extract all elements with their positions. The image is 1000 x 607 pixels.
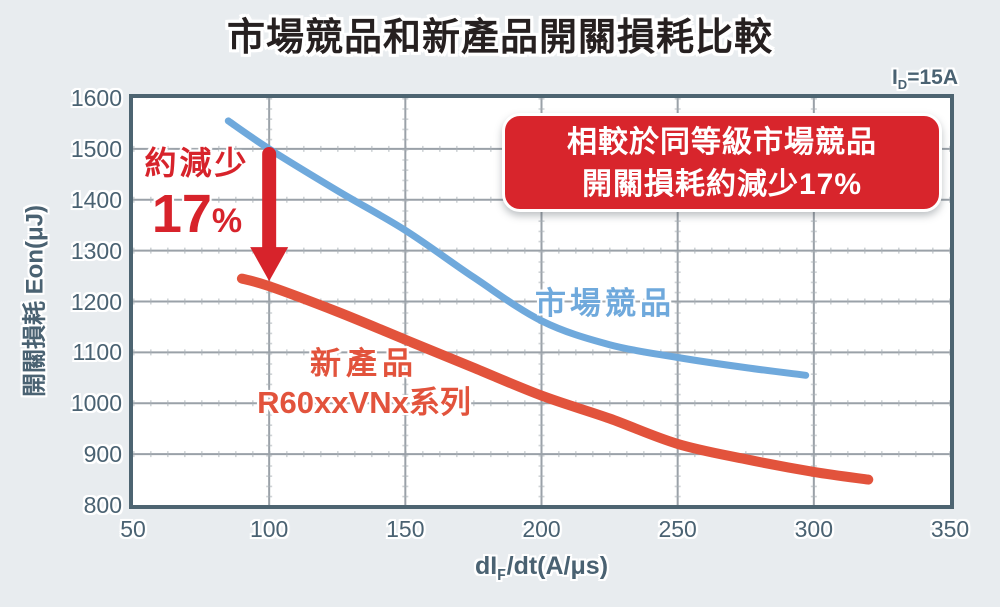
chart-title: 市場競品和新產品開關損耗比較: [226, 17, 773, 59]
reduction-annotation: 約減少 17%: [132, 138, 262, 249]
reduction-percent-sign: %: [211, 202, 243, 240]
callout-badge-line2: 開關損耗約減少17%: [581, 168, 863, 201]
x-tick-label-50: 50: [120, 516, 146, 542]
reduction-annotation-value: 17%: [132, 186, 262, 249]
y-tick-label-1300: 1300: [70, 237, 122, 264]
x-tick-label-300: 300: [794, 516, 834, 542]
y-tick-label-1400: 1400: [70, 186, 122, 213]
series-label-new-product-line1: 新產品: [310, 346, 418, 381]
x-title-prefix: dI: [474, 552, 498, 580]
reduction-arrow-head: [250, 247, 289, 282]
x-tick-label-250: 250: [658, 516, 697, 542]
y-tick-label-800: 800: [83, 492, 122, 518]
series-label-new-product: 新產品 R60xxVNx系列: [234, 344, 494, 422]
callout-badge: 相較於同等級市場競品 開關損耗約減少17%: [502, 113, 942, 212]
competitor-curve: [224, 117, 810, 379]
test-condition-label: ID=15A: [892, 66, 958, 92]
x-tick-label-150: 150: [386, 516, 425, 542]
new-product-curve: [236, 273, 874, 485]
x-title-subscript: F: [497, 567, 507, 584]
condition-prefix: I: [891, 66, 898, 89]
condition-subscript: D: [897, 77, 908, 93]
y-tick-label-1600: 1600: [70, 85, 122, 111]
y-tick-label-1000: 1000: [70, 390, 122, 417]
condition-suffix: =15A: [907, 66, 958, 89]
series-label-new-product-line2: R60xxVNx系列: [257, 385, 471, 420]
reduction-annotation-text: 約減少: [144, 145, 250, 181]
reduction-number: 17: [151, 184, 212, 244]
y-tick-label-1100: 1100: [72, 339, 122, 366]
x-tick-label-350: 350: [930, 516, 970, 542]
x-tick-label-100: 100: [249, 516, 289, 542]
x-title-suffix: /dt(A/μs): [506, 552, 609, 580]
series-label-competitor: 市場競品: [535, 286, 675, 321]
y-tick-label-1200: 1200: [70, 288, 122, 315]
y-axis-title: 開關損耗 Eon(μJ): [21, 204, 49, 398]
x-tick-label-200: 200: [522, 516, 561, 542]
callout-badge-line1: 相較於同等級市場競品: [567, 126, 877, 159]
y-tick-label-900: 900: [83, 441, 122, 468]
y-tick-label-1500: 1500: [70, 135, 122, 162]
x-axis-title: dIF/dt(A/μs): [0, 552, 1000, 585]
